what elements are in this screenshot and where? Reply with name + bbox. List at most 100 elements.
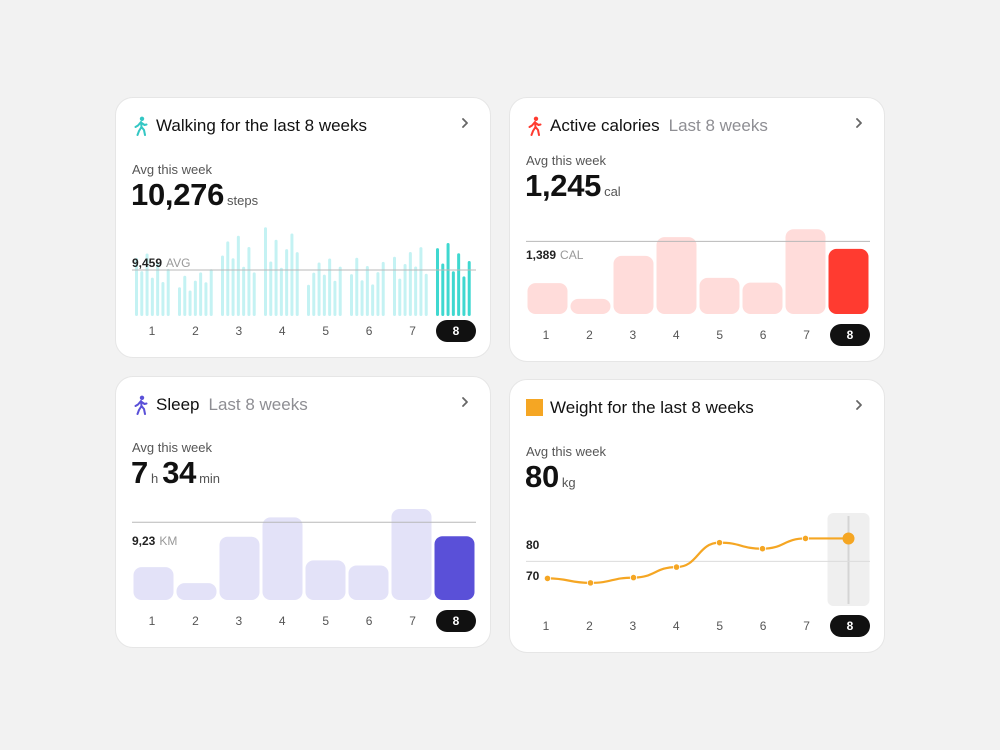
sleep-card[interactable]: Sleep Last 8 weeks Avg this week 7 h 34 … <box>115 376 491 648</box>
weight-value-number: 80 <box>525 459 559 494</box>
weight-y-label-70: 70 <box>526 569 540 583</box>
weight-point-6 <box>758 545 767 553</box>
sleep-subtitle: Last 8 weeks <box>208 395 308 414</box>
sleep-week-2[interactable]: 2 <box>192 614 199 628</box>
calories-week-2[interactable]: 2 <box>586 328 593 342</box>
walking-bar-week1-day6 <box>161 282 165 316</box>
sleep-unit-hours: h <box>150 471 159 486</box>
weight-point-8 <box>842 532 855 545</box>
sleep-week-8[interactable]: 8 <box>435 610 476 632</box>
walking-bar-week5-day7 <box>338 266 342 316</box>
walking-bar-week4-day3 <box>274 239 278 316</box>
chevron-right-icon[interactable] <box>854 398 864 417</box>
weight-week-3[interactable]: 3 <box>629 619 637 633</box>
running-person-icon <box>526 116 544 136</box>
walking-bar-week7-day7 <box>424 273 428 316</box>
walking-week-4[interactable]: 4 <box>278 324 286 338</box>
walking-bar-week8-day4 <box>451 271 455 316</box>
weight-week-6[interactable]: 6 <box>759 619 767 633</box>
calories-bar-7 <box>785 229 826 314</box>
walking-week-labels: 1 2 3 4 5 6 7 8 <box>132 320 476 342</box>
sleep-unit-minutes: min <box>199 471 221 486</box>
sleep-avg-label: Avg this week <box>132 440 212 455</box>
weight-y-label-80: 80 <box>526 538 540 552</box>
walking-bar-week5-day6 <box>333 280 337 316</box>
weight-week-4[interactable]: 4 <box>672 619 680 633</box>
weight-week-1[interactable]: 1 <box>542 619 550 633</box>
calories-week-labels: 1 2 3 4 5 6 7 8 <box>526 324 870 346</box>
walking-week-5[interactable]: 5 <box>322 324 330 338</box>
walking-card[interactable]: Walking for the last 8 weeks Avg this we… <box>115 97 491 358</box>
walking-week-2[interactable]: 2 <box>192 324 199 338</box>
walking-bar-week2-day6 <box>204 282 208 316</box>
sleep-week-3[interactable]: 3 <box>235 614 243 628</box>
walking-bar-week6-day7 <box>381 261 385 316</box>
walking-bar-week5-day1 <box>307 284 310 316</box>
sleep-week-6[interactable]: 6 <box>365 614 373 628</box>
walking-bar-week2-day7 <box>209 269 213 316</box>
weight-point-4 <box>672 563 681 571</box>
weight-week-5[interactable]: 5 <box>716 619 724 633</box>
walking-bar-week7-day6 <box>419 247 423 316</box>
sleep-chart-svg <box>132 509 476 600</box>
chevron-right-icon[interactable] <box>460 116 470 135</box>
chevron-right-icon[interactable] <box>854 116 864 135</box>
sleep-value-minutes: 34 <box>162 455 197 490</box>
weight-chart-svg <box>526 513 870 606</box>
calories-bar-2 <box>570 298 611 314</box>
walking-bar-week2-day5 <box>199 272 203 316</box>
walking-bar-week5-day3 <box>317 262 321 316</box>
weight-point-2 <box>586 579 595 587</box>
sleep-bar-7 <box>391 509 432 600</box>
weight-week-7[interactable]: 7 <box>803 619 810 633</box>
walking-bar-week8-day3 <box>446 243 450 316</box>
calories-week-4[interactable]: 4 <box>672 328 680 342</box>
calories-avg-value: 1,389 <box>526 248 557 262</box>
walking-bar-week5-day4 <box>322 274 326 316</box>
sleep-bar-6 <box>348 565 389 600</box>
calories-card-header: Active calories Last 8 weeks <box>526 114 868 138</box>
calories-week-7[interactable]: 7 <box>803 328 810 342</box>
walking-bar-week6-day3 <box>360 280 364 316</box>
walking-bar-week7-day3 <box>403 264 407 316</box>
sleep-week-1[interactable]: 1 <box>148 614 156 628</box>
calories-avg-line-label: 1,389 CAL <box>526 248 583 262</box>
walking-week-8[interactable]: 8 <box>435 320 476 342</box>
calories-chart-svg <box>526 229 870 314</box>
walking-bar-week8-day2 <box>441 263 445 316</box>
walking-value-unit: steps <box>227 193 259 208</box>
walking-bar-week3-day2 <box>226 241 230 316</box>
weight-point-7 <box>801 534 810 543</box>
walking-bar-week3-day5 <box>242 266 246 316</box>
calories-value-number: 1,245 <box>525 168 602 203</box>
calories-week-5[interactable]: 5 <box>716 328 724 342</box>
walking-week-7[interactable]: 7 <box>409 324 416 338</box>
weight-card[interactable]: Weight for the last 8 weeks Avg this wee… <box>509 379 885 653</box>
walking-bar-week4-day6 <box>290 233 294 316</box>
sleep-bar-1 <box>133 567 174 600</box>
walking-bar-week7-day2 <box>398 278 402 316</box>
walking-week-6[interactable]: 6 <box>365 324 373 338</box>
walking-week-1[interactable]: 1 <box>148 324 156 338</box>
walking-week-3[interactable]: 3 <box>235 324 243 338</box>
calories-week-8[interactable]: 8 <box>829 324 870 346</box>
calories-card[interactable]: Active calories Last 8 weeks Avg this we… <box>509 97 885 362</box>
weight-week-2[interactable]: 2 <box>586 619 593 633</box>
calories-avg-unit: CAL <box>560 248 584 262</box>
calories-week-1[interactable]: 1 <box>542 328 550 342</box>
sleep-week-5[interactable]: 5 <box>322 614 330 628</box>
sleep-bar-3 <box>219 536 260 600</box>
sleep-week-7[interactable]: 7 <box>409 614 416 628</box>
calories-value-unit: cal <box>604 184 621 199</box>
walking-bar-week1-day1 <box>135 257 138 316</box>
walking-bar-week1-day4 <box>150 277 154 316</box>
walking-bar-week5-day5 <box>328 258 332 316</box>
sleep-week-4[interactable]: 4 <box>278 614 286 628</box>
chevron-right-icon[interactable] <box>460 395 470 414</box>
sleep-value-hours: 7 <box>131 455 148 490</box>
calories-week-6[interactable]: 6 <box>759 328 767 342</box>
walking-bar-week4-day7 <box>295 252 299 316</box>
weight-week-8[interactable]: 8 <box>829 615 870 637</box>
calories-week-3[interactable]: 3 <box>629 328 637 342</box>
walking-bar-week1-day5 <box>156 262 160 316</box>
